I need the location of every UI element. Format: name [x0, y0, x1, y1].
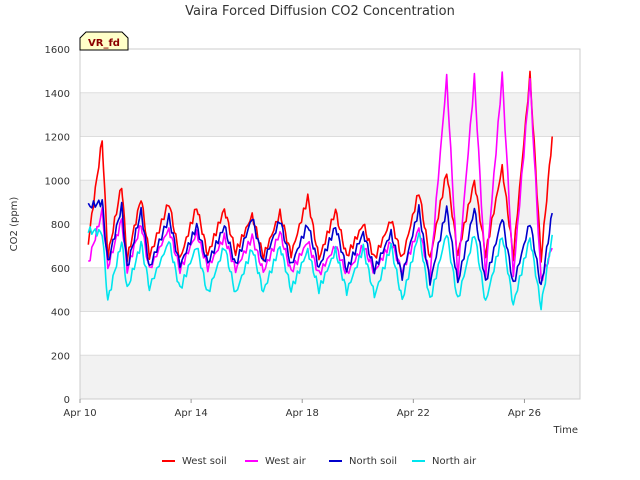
band	[80, 180, 580, 224]
x-tick-label: Apr 22	[397, 408, 430, 419]
series-line-north-air	[87, 226, 553, 311]
legend-label: North soil	[349, 456, 397, 467]
series-line-west-soil	[87, 70, 553, 263]
series-line-north-soil	[87, 199, 553, 286]
y-tick-label: 1200	[45, 133, 70, 144]
legend-label: West soil	[182, 456, 227, 467]
y-tick-label: 1400	[45, 89, 70, 100]
legend: West soil West air North soil North air	[162, 456, 477, 467]
y-axis-label: CO2 (ppm)	[9, 197, 20, 252]
band	[80, 49, 580, 93]
x-tick-label: Apr 14	[175, 408, 208, 419]
plot-frame	[79, 48, 581, 400]
y-tick-label: 600	[51, 264, 70, 275]
legend-item: West soil	[162, 456, 227, 467]
x-axis-ticks: Apr 10 Apr 14 Apr 18 Apr 22 Apr 26	[63, 399, 541, 419]
station-badge: VR_fd	[79, 31, 129, 51]
band	[80, 92, 580, 137]
legend-item: North soil	[329, 456, 397, 467]
y-tick-label: 800	[51, 220, 70, 231]
legend-item: West air	[245, 456, 307, 467]
series-layer	[87, 70, 553, 311]
x-axis-label: Time	[553, 425, 578, 436]
band	[80, 355, 580, 399]
y-tick-label: 1000	[45, 176, 70, 187]
chart-title: Vaira Forced Diffusion CO2 Concentration	[185, 4, 455, 19]
legend-item: North air	[412, 456, 477, 467]
y-tick-label: 200	[51, 351, 70, 362]
badge-label: VR_fd	[88, 38, 120, 49]
y-axis-ticks: 0 200 400 600 800 1000 1200 1400 1600	[45, 45, 70, 406]
band	[80, 267, 580, 312]
x-tick-label: Apr 26	[508, 408, 541, 419]
band	[80, 311, 580, 356]
y-tick-label: 1600	[45, 45, 70, 56]
legend-label: North air	[432, 456, 477, 467]
y-tick-label: 0	[64, 395, 70, 406]
band	[80, 136, 580, 181]
legend-label: West air	[265, 456, 307, 467]
y-tick-label: 400	[51, 308, 70, 319]
badge-shape	[79, 31, 129, 51]
x-tick-label: Apr 10	[63, 408, 96, 419]
x-tick-label: Apr 18	[286, 408, 319, 419]
